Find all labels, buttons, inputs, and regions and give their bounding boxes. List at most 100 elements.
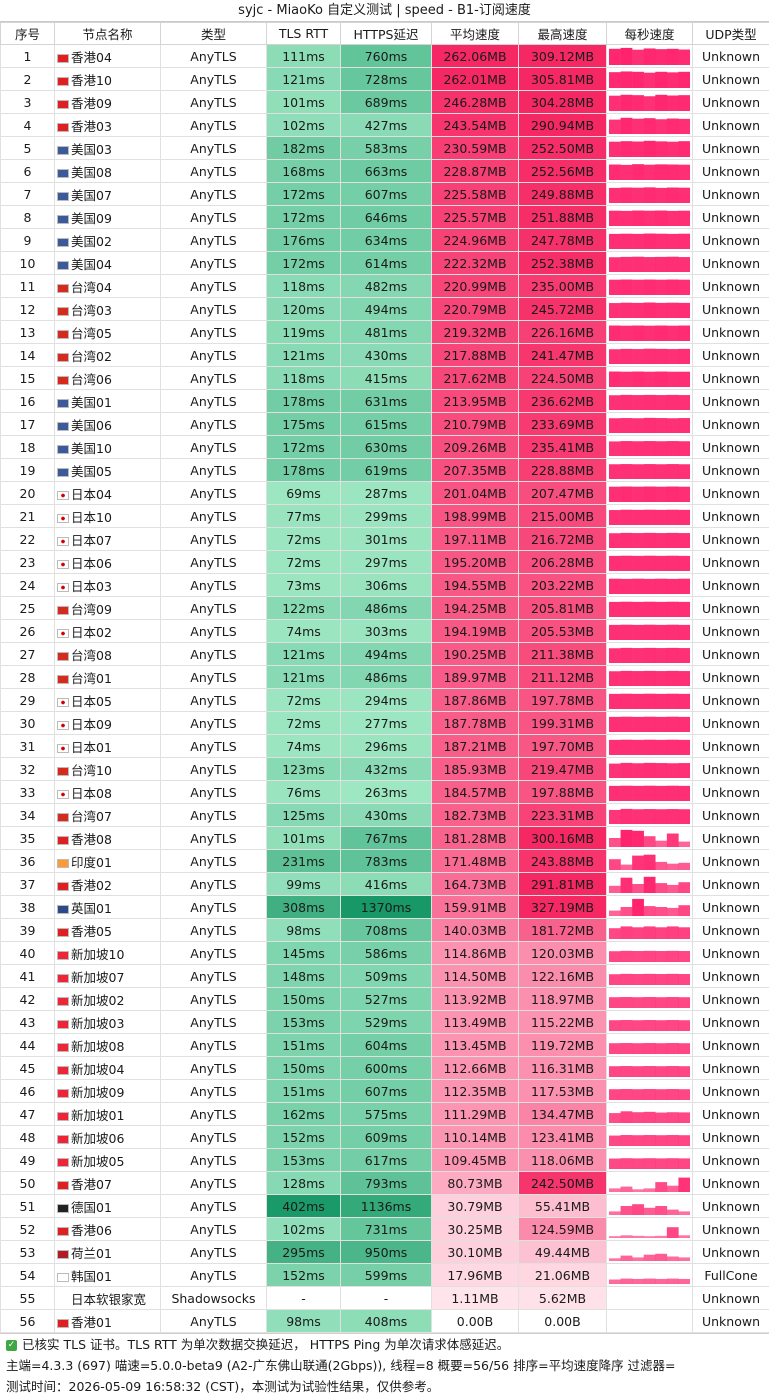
tls-rtt: 175ms xyxy=(267,413,341,436)
speed-bar xyxy=(667,211,679,226)
speed-bar xyxy=(655,441,667,456)
speed-bar xyxy=(667,280,679,295)
col-header-max-speed[interactable]: 最高速度 xyxy=(519,23,607,45)
speed-bar xyxy=(609,418,621,433)
col-header-avg-speed[interactable]: 平均速度 xyxy=(432,23,519,45)
speed-bar xyxy=(655,280,667,295)
tls-rtt: 121ms xyxy=(267,643,341,666)
max-speed: 122.16MB xyxy=(519,965,607,988)
row-index: 37 xyxy=(1,873,55,896)
col-header-udp-type[interactable]: UDP类型 xyxy=(693,23,769,45)
col-header-https-latency[interactable]: HTTPS延迟 xyxy=(341,23,432,45)
row-index: 6 xyxy=(1,160,55,183)
per-second-speed xyxy=(607,68,693,91)
udp-type: Unknown xyxy=(693,873,769,896)
node-name: 台湾06 xyxy=(71,372,112,387)
col-header-index[interactable]: 序号 xyxy=(1,23,55,45)
speed-bar xyxy=(667,1279,679,1284)
speed-bar xyxy=(644,533,656,548)
flag-icon xyxy=(57,675,69,684)
udp-type: Unknown xyxy=(693,413,769,436)
col-header-type[interactable]: 类型 xyxy=(161,23,267,45)
tls-rtt: 98ms xyxy=(267,1310,341,1333)
per-second-speed xyxy=(607,1310,693,1333)
col-header-node-name[interactable]: 节点名称 xyxy=(55,23,161,45)
col-header-per-second-speed[interactable]: 每秒速度 xyxy=(607,23,693,45)
avg-speed: 164.73MB xyxy=(432,873,519,896)
row-index: 45 xyxy=(1,1057,55,1080)
max-speed: 120.03MB xyxy=(519,942,607,965)
speed-bar xyxy=(667,556,679,571)
speed-sparkline xyxy=(609,277,690,295)
node-type: AnyTLS xyxy=(161,390,267,413)
https-latency: 586ms xyxy=(341,942,432,965)
speed-bar xyxy=(667,1227,679,1238)
https-latency: 575ms xyxy=(341,1103,432,1126)
flag-icon xyxy=(57,77,69,86)
speed-sparkline xyxy=(609,553,690,571)
speed-bar xyxy=(644,1112,656,1123)
flag-icon xyxy=(57,905,69,914)
speed-bar xyxy=(609,303,621,318)
node-name-cell: 香港10 xyxy=(55,68,161,91)
col-header-tls-rtt[interactable]: TLS RTT xyxy=(267,23,341,45)
speed-bar xyxy=(655,533,667,548)
